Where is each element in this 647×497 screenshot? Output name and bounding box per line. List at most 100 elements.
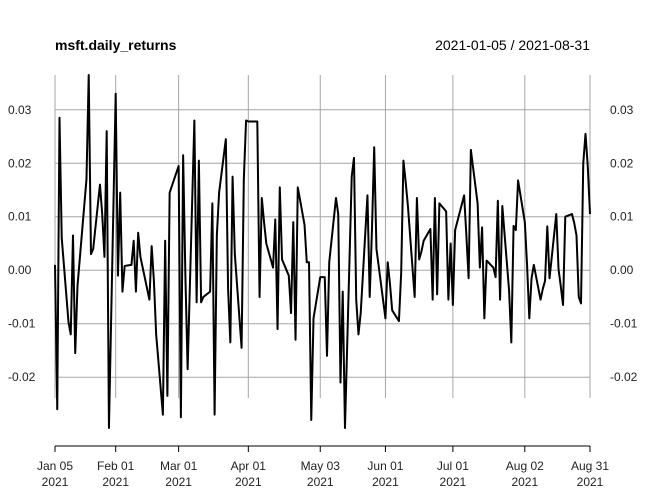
data-point bbox=[344, 427, 346, 429]
data-point bbox=[468, 277, 470, 279]
data-point bbox=[304, 224, 306, 226]
data-point bbox=[164, 240, 166, 242]
data-point bbox=[306, 261, 308, 263]
data-point bbox=[90, 253, 92, 255]
data-point bbox=[562, 304, 564, 306]
data-point bbox=[324, 276, 326, 278]
data-point bbox=[229, 341, 231, 343]
data-point bbox=[218, 192, 220, 194]
data-point bbox=[517, 179, 519, 181]
data-point bbox=[232, 176, 234, 178]
data-point bbox=[297, 186, 299, 188]
x-tick-year: 2021 bbox=[511, 475, 538, 489]
data-point bbox=[481, 226, 483, 228]
data-point bbox=[198, 160, 200, 162]
y-tick-label-left: 0.01 bbox=[8, 210, 32, 224]
data-point bbox=[492, 267, 494, 269]
data-point bbox=[162, 414, 164, 416]
x-axis: Jan 05 2021 Feb 01 2021 Mar 01 2021 Apr 01 2021… bbox=[37, 445, 609, 489]
data-point bbox=[281, 259, 283, 261]
data-point bbox=[335, 197, 337, 199]
data-point bbox=[432, 299, 434, 301]
data-point bbox=[418, 259, 420, 261]
data-point bbox=[357, 333, 359, 335]
data-point bbox=[166, 395, 168, 397]
data-point bbox=[272, 267, 274, 269]
data-point bbox=[360, 312, 362, 314]
data-point bbox=[169, 192, 171, 194]
chart-date-range: 2021-01-05 / 2021-08-31 bbox=[435, 37, 590, 53]
data-point bbox=[549, 277, 551, 279]
data-point bbox=[555, 213, 557, 215]
y-tick-label-right: -0.01 bbox=[610, 317, 638, 331]
x-tick-year: 2021 bbox=[372, 475, 399, 489]
data-point bbox=[420, 251, 422, 253]
data-point bbox=[124, 265, 126, 267]
data-point bbox=[546, 225, 548, 227]
data-point bbox=[265, 242, 267, 244]
data-point bbox=[447, 299, 449, 301]
x-tick-label: Mar 01 bbox=[160, 459, 198, 473]
data-point bbox=[295, 339, 297, 341]
data-point bbox=[416, 197, 418, 199]
data-point bbox=[292, 221, 294, 223]
data-point bbox=[130, 264, 132, 266]
data-point bbox=[72, 234, 74, 236]
data-point bbox=[234, 253, 236, 255]
x-tick-year: 2021 bbox=[165, 475, 192, 489]
data-point bbox=[513, 225, 515, 227]
chart-title: msft.daily_returns bbox=[55, 37, 177, 53]
data-point bbox=[337, 213, 339, 215]
data-point bbox=[479, 267, 481, 269]
data-point bbox=[211, 202, 213, 204]
y-tick-label-right: 0.00 bbox=[610, 263, 634, 277]
data-point bbox=[319, 276, 321, 278]
data-point bbox=[389, 283, 391, 285]
data-point bbox=[540, 299, 542, 301]
data-point bbox=[497, 200, 499, 202]
data-point bbox=[108, 427, 110, 429]
x-tick-label: Jan 05 bbox=[37, 459, 73, 473]
x-tick-year: 2021 bbox=[307, 475, 334, 489]
data-point bbox=[259, 296, 261, 298]
data-point bbox=[290, 312, 292, 314]
data-point bbox=[526, 264, 528, 266]
data-point bbox=[353, 157, 355, 159]
y-tick-label-right: 0.03 bbox=[610, 103, 634, 117]
data-point bbox=[400, 272, 402, 274]
data-point bbox=[61, 237, 63, 239]
data-point bbox=[85, 178, 87, 180]
data-point bbox=[470, 149, 472, 151]
data-point bbox=[148, 299, 150, 301]
data-point bbox=[434, 197, 436, 199]
x-tick-label: May 03 bbox=[301, 459, 341, 473]
data-point bbox=[387, 261, 389, 263]
data-point bbox=[76, 285, 78, 287]
data-point bbox=[133, 240, 135, 242]
grid bbox=[54, 75, 591, 398]
y-tick-label-right: -0.02 bbox=[610, 370, 638, 384]
data-point bbox=[445, 210, 447, 212]
data-point bbox=[92, 248, 94, 250]
data-point bbox=[99, 184, 101, 186]
data-point bbox=[187, 368, 189, 370]
data-point bbox=[542, 288, 544, 290]
data-point bbox=[155, 333, 157, 335]
data-point bbox=[326, 355, 328, 357]
data-point bbox=[402, 160, 404, 162]
data-point bbox=[139, 256, 141, 258]
data-point bbox=[121, 291, 123, 293]
data-point bbox=[477, 202, 479, 204]
data-point bbox=[119, 192, 121, 194]
y-axis-left: 0.03 0.02 0.01 0.00 -0.01 -0.02 bbox=[8, 103, 36, 384]
data-point bbox=[308, 261, 310, 263]
data-point bbox=[510, 341, 512, 343]
data-point bbox=[103, 256, 105, 258]
data-point bbox=[486, 260, 488, 262]
y-tick-label-left: -0.01 bbox=[8, 317, 36, 331]
data-point bbox=[117, 275, 119, 277]
y-axis-right: 0.03 0.02 0.01 0.00 -0.01 -0.02 bbox=[610, 103, 638, 384]
data-point bbox=[391, 309, 393, 311]
data-point bbox=[279, 186, 281, 188]
